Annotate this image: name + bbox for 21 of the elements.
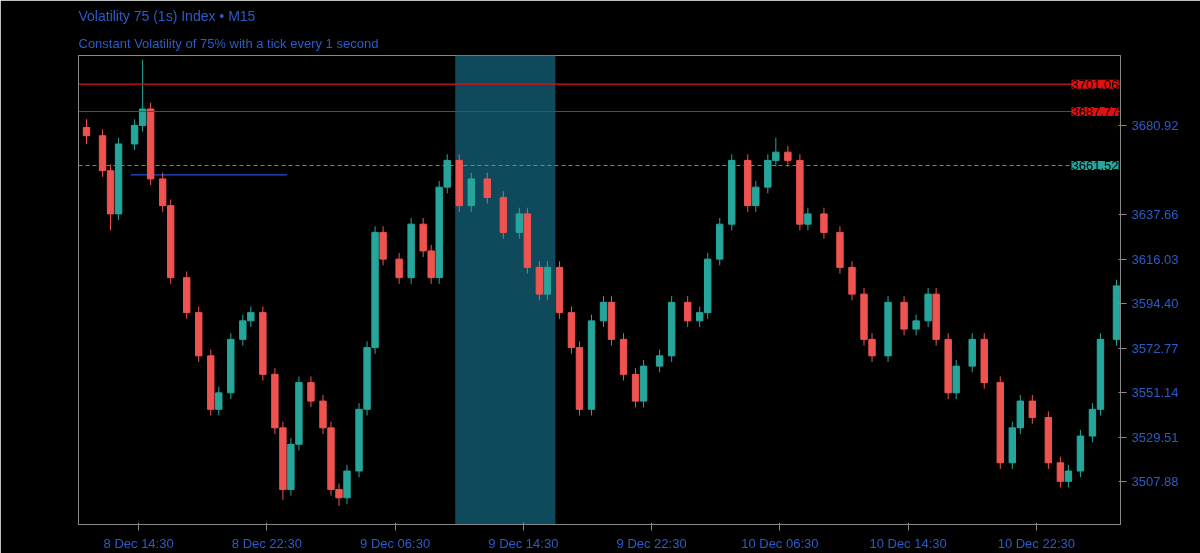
- y-tick-label: 3572.77: [1131, 340, 1179, 356]
- x-tick-label: 10 Dec 22:30: [997, 535, 1076, 551]
- x-tick-label: 10 Dec 06:30: [741, 535, 819, 551]
- x-tick-label: 9 Dec 06:30: [360, 535, 431, 551]
- x-tick-label: 10 Dec 14:30: [869, 535, 947, 551]
- ref-line-label: 3701.06: [1071, 76, 1119, 92]
- x-tick-label: 9 Dec 22:30: [616, 535, 687, 551]
- chart-title: Volatility 75 (1s) Index • M15: [78, 7, 256, 24]
- y-tick-label: 3680.92: [1131, 118, 1179, 134]
- x-tick-label: 8 Dec 14:30: [103, 535, 174, 551]
- x-tick-label: 9 Dec 14:30: [488, 535, 559, 551]
- y-tick-label: 3594.40: [1131, 296, 1179, 312]
- y-tick-label: 3529.51: [1131, 429, 1179, 445]
- y-tick-label: 3616.03: [1131, 251, 1179, 267]
- y-tick-label: 3637.66: [1131, 207, 1179, 223]
- ref-line-label: 3687.77: [1071, 104, 1119, 120]
- ref-line-label: 3661.52: [1071, 158, 1119, 174]
- y-tick-label: 3507.88: [1131, 474, 1179, 490]
- chart-subtitle: Constant Volatility of 75% with a tick every 1 second: [78, 35, 379, 51]
- x-tick-label: 8 Dec 22:30: [231, 535, 302, 551]
- y-tick-label: 3551.14: [1131, 385, 1179, 401]
